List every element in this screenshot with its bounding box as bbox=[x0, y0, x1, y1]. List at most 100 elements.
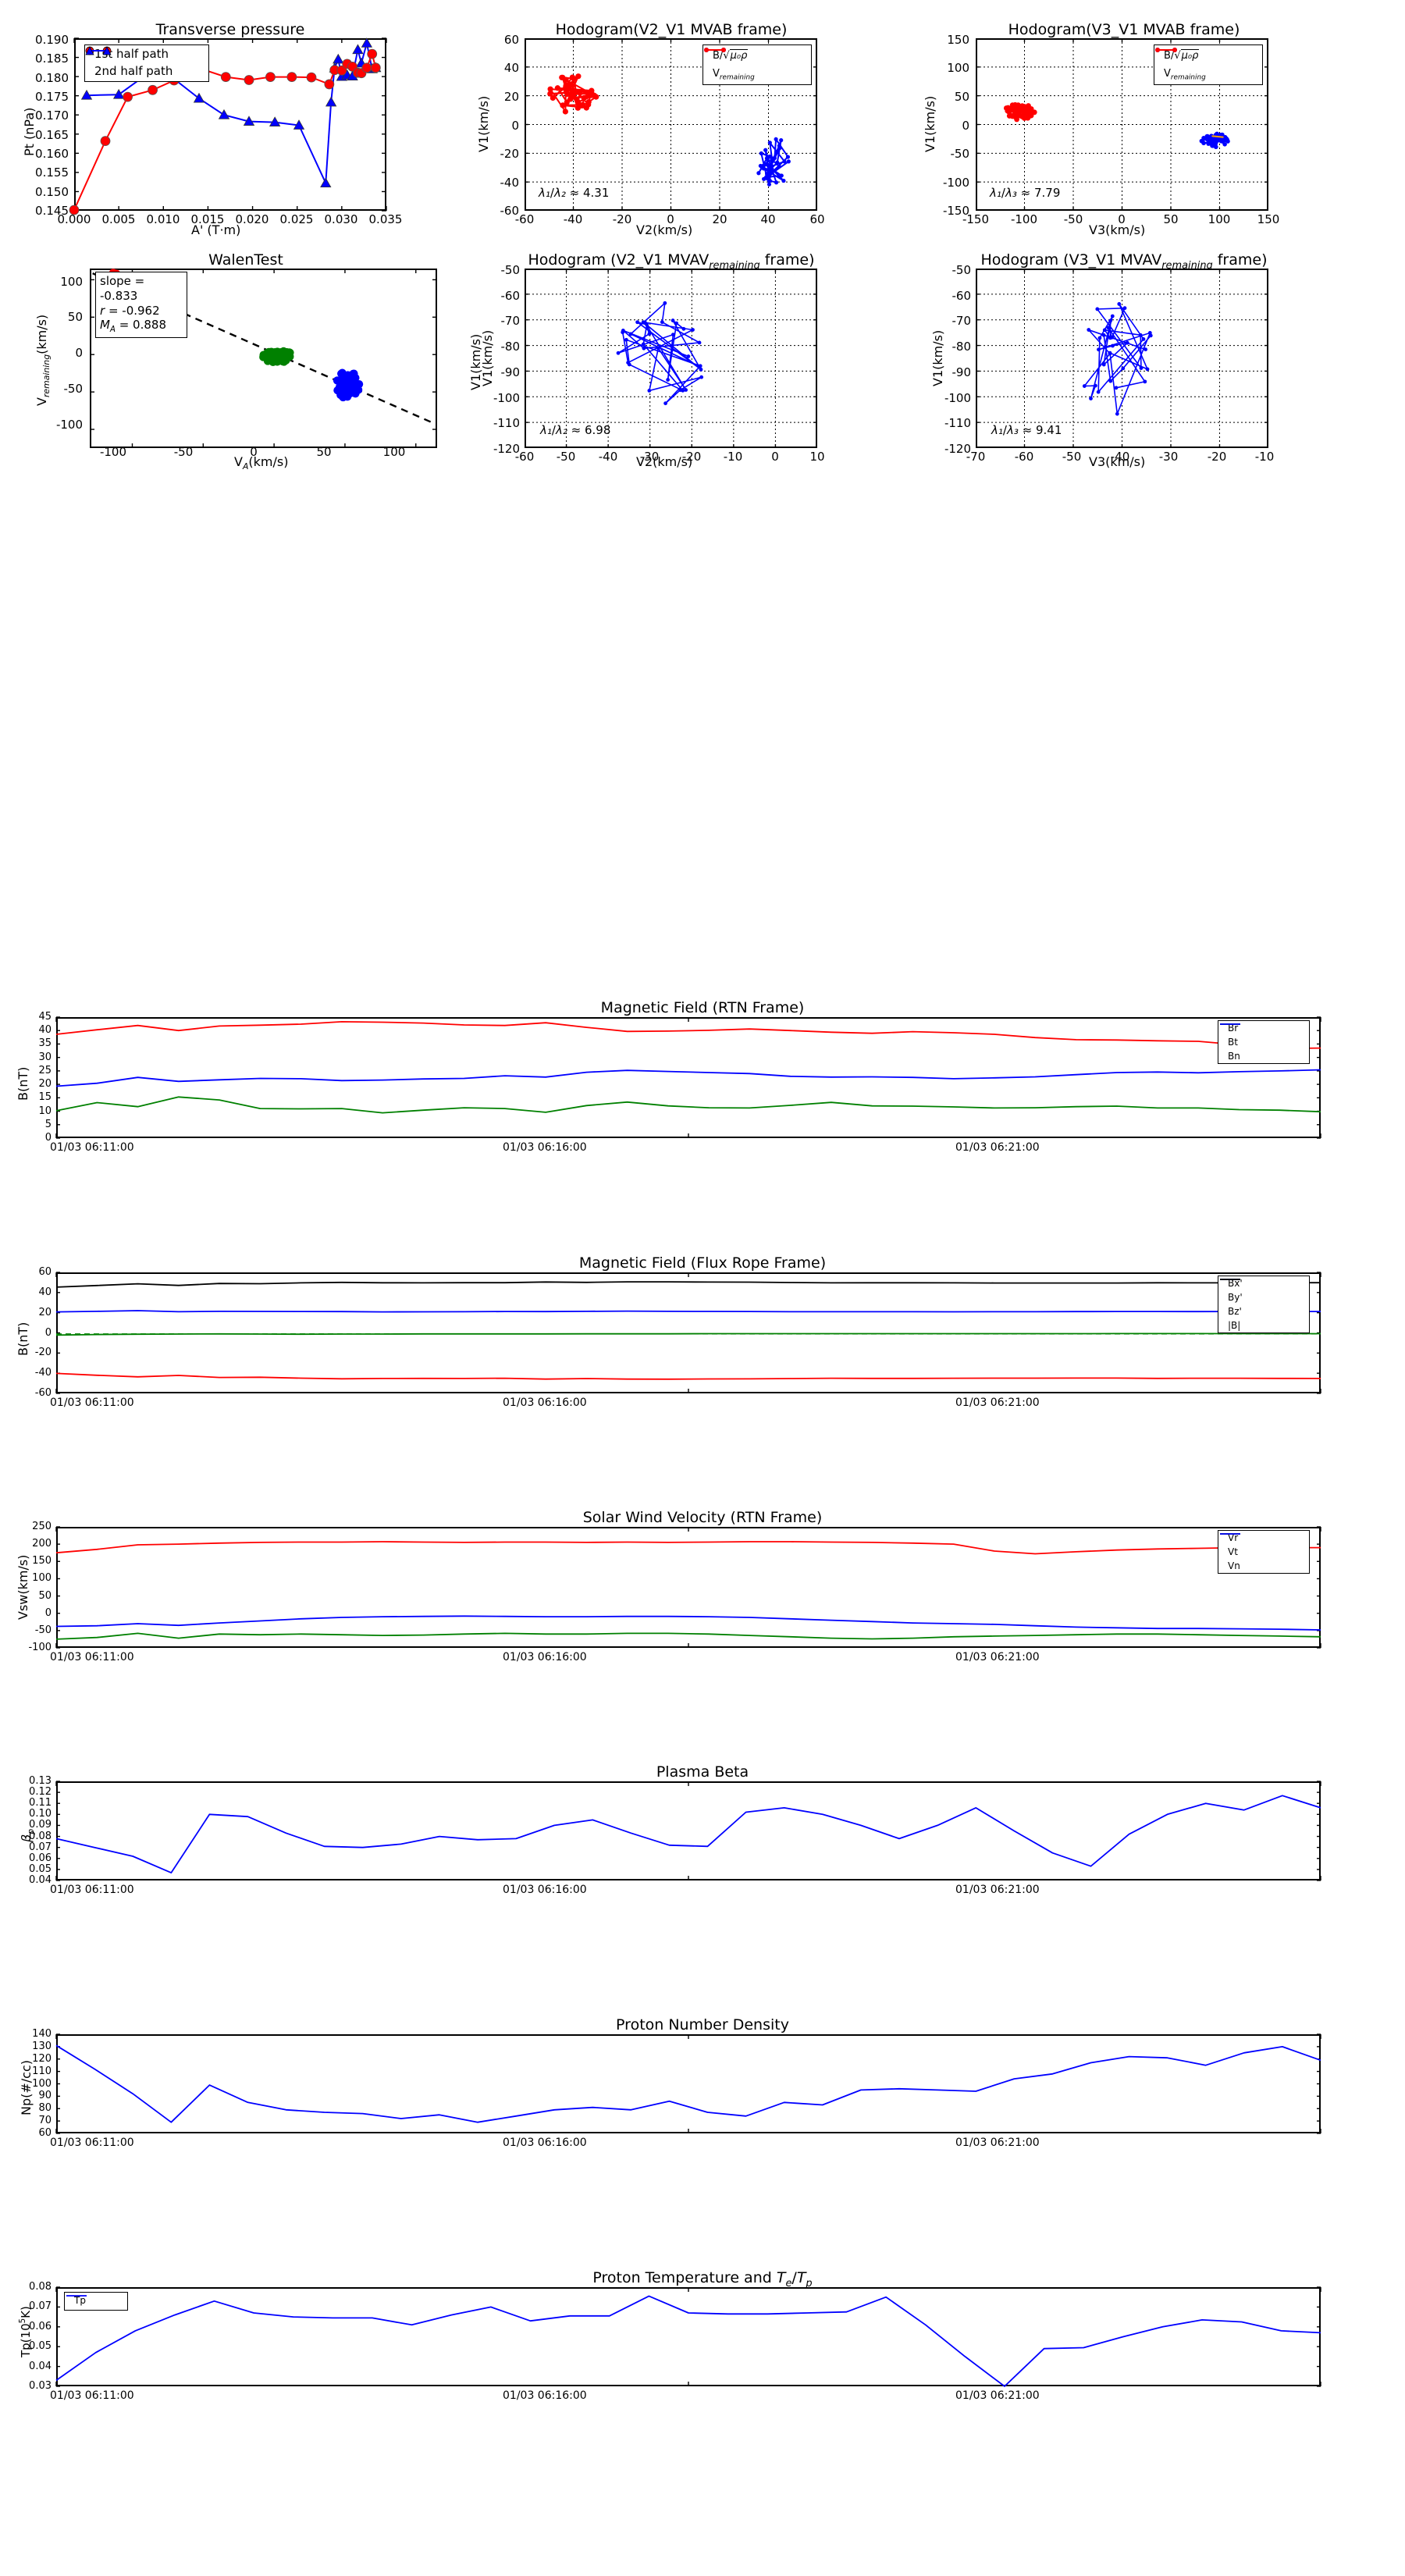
panel4-xtick: -50 bbox=[173, 445, 194, 459]
panel12-xtick: 01/03 06:16:00 bbox=[503, 2389, 587, 2402]
panel2-ytick: 40 bbox=[503, 61, 519, 75]
legend-b-den: μ₀ρ bbox=[1180, 49, 1200, 62]
proton-number-density-ytick: 60 bbox=[38, 2127, 52, 2139]
panel3-ytick: 150 bbox=[947, 33, 969, 47]
solar-wind-velocity-ytick: -50 bbox=[34, 1624, 52, 1636]
panel6-xlabel: V3(km/s) bbox=[1089, 454, 1146, 469]
lambda-value: ≈ 6.98 bbox=[571, 423, 611, 437]
panel7-xtick: 01/03 06:16:00 bbox=[503, 1141, 587, 1154]
legend-label: Bx' bbox=[1228, 1278, 1243, 1289]
lambda-den: λ₃ bbox=[1006, 423, 1019, 437]
legend-label: Vr bbox=[1228, 1532, 1239, 1543]
panel9-xtick: 01/03 06:16:00 bbox=[503, 1651, 587, 1663]
panel4-ytick: 100 bbox=[60, 275, 83, 289]
legend-item: Bt bbox=[1218, 1023, 1309, 1049]
panel2-title: Hodogram(V2_V1 MVAB frame) bbox=[555, 21, 788, 38]
panel1-ytick: 0.150 bbox=[35, 185, 69, 199]
panel2-xlabel: V2(km/s) bbox=[636, 222, 693, 237]
panel3-ytick: -100 bbox=[942, 176, 969, 190]
panel7-xtick: 01/03 06:11:00 bbox=[50, 1141, 134, 1154]
panel6-ytick: -60 bbox=[951, 289, 972, 303]
legend-label: Vt bbox=[1228, 1546, 1238, 1557]
lambda-value: ≈ 9.41 bbox=[1022, 423, 1062, 437]
solar-wind-velocity-ytick: 100 bbox=[32, 1572, 52, 1585]
panel9-canvas bbox=[55, 1526, 1321, 1649]
panel4-ytick: -50 bbox=[63, 382, 84, 396]
legend-line-bn bbox=[1220, 1023, 1240, 1025]
legend-b-text: B/ bbox=[1164, 50, 1175, 62]
ylabel-main: V bbox=[34, 397, 49, 406]
legend-item: Bn bbox=[1218, 1023, 1309, 1063]
proton-number-density-ytick: 120 bbox=[32, 2052, 52, 2065]
title-te-sub: e bbox=[785, 2277, 792, 2290]
legend-item: Bz' bbox=[1218, 1279, 1309, 1318]
panel6-ytick: -90 bbox=[951, 365, 972, 379]
magnetic-field-rtn-ytick: 35 bbox=[38, 1037, 52, 1050]
panel5-ytick: -110 bbox=[493, 416, 520, 430]
panel2-xtick: 0 bbox=[667, 212, 674, 226]
panel3-xtick: -50 bbox=[1063, 212, 1083, 226]
panel3-ytick: 0 bbox=[962, 119, 969, 133]
ann-ma: MA = 0.888 bbox=[100, 318, 183, 336]
panel6-ytick: -50 bbox=[951, 263, 972, 277]
panel6-xtick: -40 bbox=[1110, 450, 1130, 464]
panel3-ytick: -50 bbox=[950, 147, 970, 161]
title-slash: / bbox=[791, 2269, 797, 2286]
legend-label-balfven: B/√μ₀ρ bbox=[1164, 49, 1200, 62]
lambda-den: λ₃ bbox=[1005, 186, 1017, 200]
panel3-xtick: 150 bbox=[1257, 212, 1280, 226]
proton-number-density-ytick: 80 bbox=[38, 2102, 52, 2115]
panel1-ytick: 0.185 bbox=[35, 52, 69, 66]
magnetic-field-rtn-ytick: 30 bbox=[38, 1051, 52, 1063]
legend-item: |B| bbox=[1218, 1279, 1309, 1332]
panel1-xtick: 0.030 bbox=[324, 212, 358, 226]
solar-wind-velocity-ytick: 150 bbox=[32, 1555, 52, 1567]
panel2-eigenvalue-annotation: λ₁/λ₂ ≈ 4.31 bbox=[539, 186, 610, 200]
panel4-xtick: 50 bbox=[316, 445, 332, 459]
magnetic-field-fluxrope-ytick: 20 bbox=[38, 1306, 52, 1318]
proton-temperature-ytick: 0.07 bbox=[29, 2300, 52, 2313]
panel10-canvas bbox=[55, 1781, 1321, 1881]
panel3-xtick: 100 bbox=[1208, 212, 1231, 226]
legend-marker-v bbox=[704, 48, 726, 52]
magnetic-field-fluxrope-ytick: -60 bbox=[34, 1387, 52, 1399]
panel6-ytick: -70 bbox=[951, 314, 972, 328]
panel11-xtick: 01/03 06:11:00 bbox=[50, 2137, 134, 2149]
panel12-xtick: 01/03 06:21:00 bbox=[955, 2389, 1040, 2402]
panel1-xtick: 0.025 bbox=[279, 212, 314, 226]
magnetic-field-fluxrope-ytick: 60 bbox=[38, 1266, 52, 1278]
ann-ma-symbol: M bbox=[100, 318, 110, 333]
panel9-legend: Vr Vt Vn bbox=[1218, 1530, 1310, 1574]
proton-temperature-ytick: 0.03 bbox=[29, 2380, 52, 2392]
panel2-xtick: 20 bbox=[712, 212, 727, 226]
solar-wind-velocity-ytick: 200 bbox=[32, 1538, 52, 1550]
proton-temperature-ytick: 0.05 bbox=[29, 2340, 52, 2353]
title-part-a: Hodogram (V3_V1 MVAV bbox=[980, 251, 1162, 269]
legend-label: Vn bbox=[1228, 1560, 1240, 1571]
panel4-xtick: 100 bbox=[382, 445, 406, 459]
panel5-xtick: -20 bbox=[681, 450, 702, 464]
ann-r-value: = -0.962 bbox=[105, 303, 160, 318]
legend-label-balfven: B/√μ₀ρ bbox=[713, 49, 749, 62]
panel12-canvas bbox=[55, 2286, 1321, 2387]
lambda-num: λ₁ bbox=[991, 423, 1003, 437]
legend-item: By' bbox=[1218, 1279, 1309, 1304]
panel5-xtick: -30 bbox=[639, 450, 660, 464]
panel2-xtick: -60 bbox=[514, 212, 535, 226]
panel1-xtick: 0.010 bbox=[146, 212, 180, 226]
legend-item: Vremaining bbox=[1154, 48, 1262, 84]
legend-line-tp bbox=[66, 2295, 87, 2297]
panel3-ytick: -150 bbox=[942, 204, 969, 218]
panel9-title: Solar Wind Velocity (RTN Frame) bbox=[582, 1509, 823, 1526]
lambda-value: ≈ 4.31 bbox=[569, 186, 610, 200]
legend-label: |B| bbox=[1228, 1320, 1241, 1331]
title-part-a: Proton Temperature and bbox=[592, 2269, 777, 2286]
title-part-b: frame) bbox=[1212, 251, 1268, 269]
panel6-eigenvalue-annotation: λ₁/λ₃ ≈ 9.41 bbox=[991, 423, 1062, 437]
panel4-title: WalenTest bbox=[208, 251, 283, 269]
panel7-title: Magnetic Field (RTN Frame) bbox=[600, 999, 805, 1016]
panel2-canvas bbox=[525, 38, 817, 211]
panel3-ytick: 100 bbox=[947, 61, 969, 75]
title-part-a: Hodogram (V2_V1 MVAV bbox=[528, 251, 710, 269]
ann-ma-value: = 0.888 bbox=[115, 318, 166, 333]
